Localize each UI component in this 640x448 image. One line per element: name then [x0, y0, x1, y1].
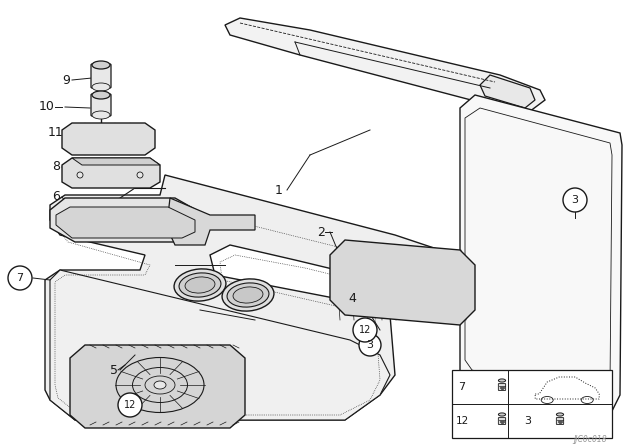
Text: 4: 4 [348, 292, 356, 305]
Text: 5: 5 [110, 363, 118, 376]
Polygon shape [45, 175, 450, 420]
Text: 3: 3 [525, 416, 531, 426]
Circle shape [8, 266, 32, 290]
Text: 7: 7 [17, 273, 24, 283]
Polygon shape [56, 207, 195, 238]
Text: JJC0c018: JJC0c018 [573, 435, 607, 444]
Text: 11: 11 [47, 125, 63, 138]
Text: 12: 12 [456, 416, 468, 426]
Polygon shape [225, 18, 545, 115]
FancyBboxPatch shape [499, 383, 506, 391]
Polygon shape [168, 198, 255, 245]
Text: 12: 12 [359, 325, 371, 335]
Ellipse shape [227, 283, 269, 307]
Text: 2: 2 [317, 225, 325, 238]
Polygon shape [330, 240, 475, 325]
Ellipse shape [556, 413, 564, 416]
Ellipse shape [92, 61, 110, 69]
Text: 9: 9 [62, 73, 70, 86]
Circle shape [77, 172, 83, 178]
Polygon shape [62, 123, 155, 155]
Text: 10: 10 [39, 100, 55, 113]
FancyBboxPatch shape [556, 418, 564, 424]
Text: 3: 3 [367, 340, 374, 350]
Polygon shape [70, 345, 245, 428]
Ellipse shape [92, 83, 110, 91]
Ellipse shape [92, 91, 110, 99]
Circle shape [353, 318, 377, 342]
Circle shape [563, 188, 587, 212]
Ellipse shape [179, 273, 221, 297]
Ellipse shape [233, 287, 263, 303]
Ellipse shape [499, 379, 506, 382]
FancyBboxPatch shape [91, 94, 111, 116]
Ellipse shape [222, 279, 274, 311]
Circle shape [359, 334, 381, 356]
Polygon shape [460, 95, 622, 420]
Circle shape [137, 172, 143, 178]
Ellipse shape [92, 111, 110, 119]
Text: 1: 1 [275, 184, 283, 197]
Ellipse shape [154, 381, 166, 389]
FancyBboxPatch shape [91, 64, 111, 88]
Polygon shape [72, 158, 160, 165]
Text: 6: 6 [52, 190, 60, 203]
Ellipse shape [174, 269, 226, 301]
Bar [452, 370, 612, 438]
Text: 3: 3 [572, 195, 579, 205]
FancyBboxPatch shape [499, 418, 506, 424]
Polygon shape [62, 158, 160, 188]
Ellipse shape [499, 413, 506, 416]
Polygon shape [50, 198, 205, 242]
Text: 7: 7 [458, 382, 465, 392]
Text: 8: 8 [52, 160, 60, 173]
Circle shape [118, 393, 142, 417]
Polygon shape [50, 270, 390, 420]
Text: 12: 12 [124, 400, 136, 410]
Polygon shape [480, 75, 535, 108]
Ellipse shape [185, 277, 215, 293]
